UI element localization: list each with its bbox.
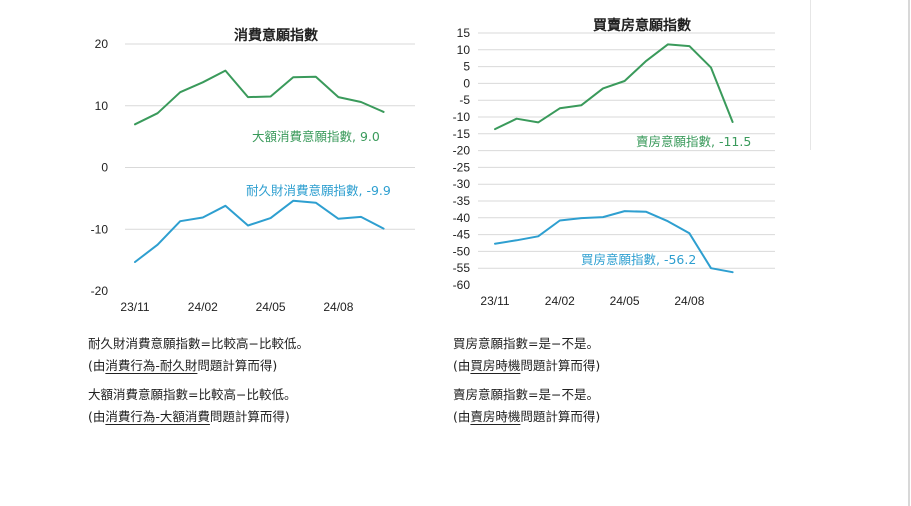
durable-source-prefix: (由: [88, 358, 106, 373]
sell-index-source: (由賣房時機問題計算而得): [453, 406, 600, 425]
durable-index-source: (由消費行為-耐久財問題計算而得): [88, 355, 277, 374]
series-label: 大額消費意願指數, 9.0: [252, 129, 380, 144]
buy-index-source: (由買房時機問題計算而得): [453, 355, 600, 374]
y-tick-label: 10: [457, 43, 471, 57]
durable-source-suffix: 問題計算而得): [197, 358, 278, 373]
housing-chart: 買賣房意願指數 15 10 5 0 -5 -10 -15 -20 -25 -30 -35 -40 -45 -…: [453, 17, 775, 308]
y-tick-label: 0: [101, 161, 108, 175]
large-source-underlined: 消費行為-大額消費: [105, 409, 210, 424]
x-tick-label: 24/02: [545, 294, 575, 308]
y-tick-label: -10: [453, 110, 471, 124]
y-tick-label: -10: [91, 222, 109, 236]
large-purchase-index-definition: 大額消費意願指數=比較高−比較低。: [88, 387, 297, 402]
x-tick-label: 23/11: [480, 294, 509, 308]
y-tick-label: -50: [453, 244, 471, 258]
sell-index-definition: 賣房意願指數=是−不是。: [453, 387, 599, 402]
y-tick-label: -15: [453, 127, 471, 141]
sell-source-underlined: 賣房時機: [470, 409, 521, 424]
series-label: 耐久財消費意願指數, -9.9: [246, 183, 391, 198]
buy-index-definition: 買房意願指數=是−不是。: [453, 336, 599, 351]
y-tick-label: -40: [453, 211, 471, 225]
y-tick-label: -60: [453, 278, 471, 292]
divider-line: [810, 0, 811, 150]
chart-title: 買賣房意願指數: [593, 17, 691, 34]
large-source-prefix: (由: [88, 409, 106, 424]
durable-index-definition: 耐久財消費意願指數=比較高−比較低。: [88, 336, 309, 351]
buy-source-underlined: 買房時機: [470, 358, 521, 373]
consumption-chart: 消費意願指數 20 10 0 -10 -20 23/11 24/02 24/05 24/08 大額消…: [91, 27, 415, 314]
sell-source-suffix: 問題計算而得): [520, 409, 601, 424]
durable-source-underlined: 消費行為-耐久財: [105, 358, 198, 373]
x-tick-label: 24/02: [188, 300, 218, 314]
large-purchase-index-source: (由消費行為-大額消費問題計算而得): [88, 406, 290, 425]
y-tick-label: -20: [453, 144, 471, 158]
y-tick-label: -35: [453, 194, 471, 208]
buy-source-prefix: (由: [453, 358, 471, 373]
series-label: 賣房意願指數, -11.5: [636, 134, 751, 149]
y-tick-label: -5: [459, 93, 470, 107]
page-edge-line: [908, 0, 910, 506]
sell-source-prefix: (由: [453, 409, 471, 424]
series-line-lower: [494, 210, 734, 274]
y-tick-label: -45: [453, 228, 471, 242]
y-tick-label: 0: [463, 76, 470, 90]
x-tick-label: 24/05: [256, 300, 286, 314]
x-tick-label: 24/08: [323, 300, 353, 314]
y-tick-label: 5: [463, 60, 470, 74]
x-tick-label: 24/08: [674, 294, 704, 308]
series-line-lower: [134, 199, 385, 263]
series-line-upper: [494, 43, 734, 131]
large-source-suffix: 問題計算而得): [209, 409, 290, 424]
y-tick-label: -30: [453, 177, 471, 191]
chart-title: 消費意願指數: [234, 27, 318, 44]
y-tick-label: -25: [453, 160, 471, 174]
x-tick-label: 23/11: [120, 300, 149, 314]
y-tick-label: 15: [457, 26, 471, 40]
y-tick-label: 20: [95, 37, 109, 51]
buy-source-suffix: 問題計算而得): [520, 358, 601, 373]
y-tick-label: 10: [95, 99, 109, 113]
x-tick-label: 24/05: [610, 294, 640, 308]
y-tick-label: -20: [91, 284, 109, 298]
series-line-upper: [134, 69, 385, 126]
y-tick-label: -55: [453, 261, 471, 275]
series-label: 買房意願指數, -56.2: [581, 252, 696, 267]
